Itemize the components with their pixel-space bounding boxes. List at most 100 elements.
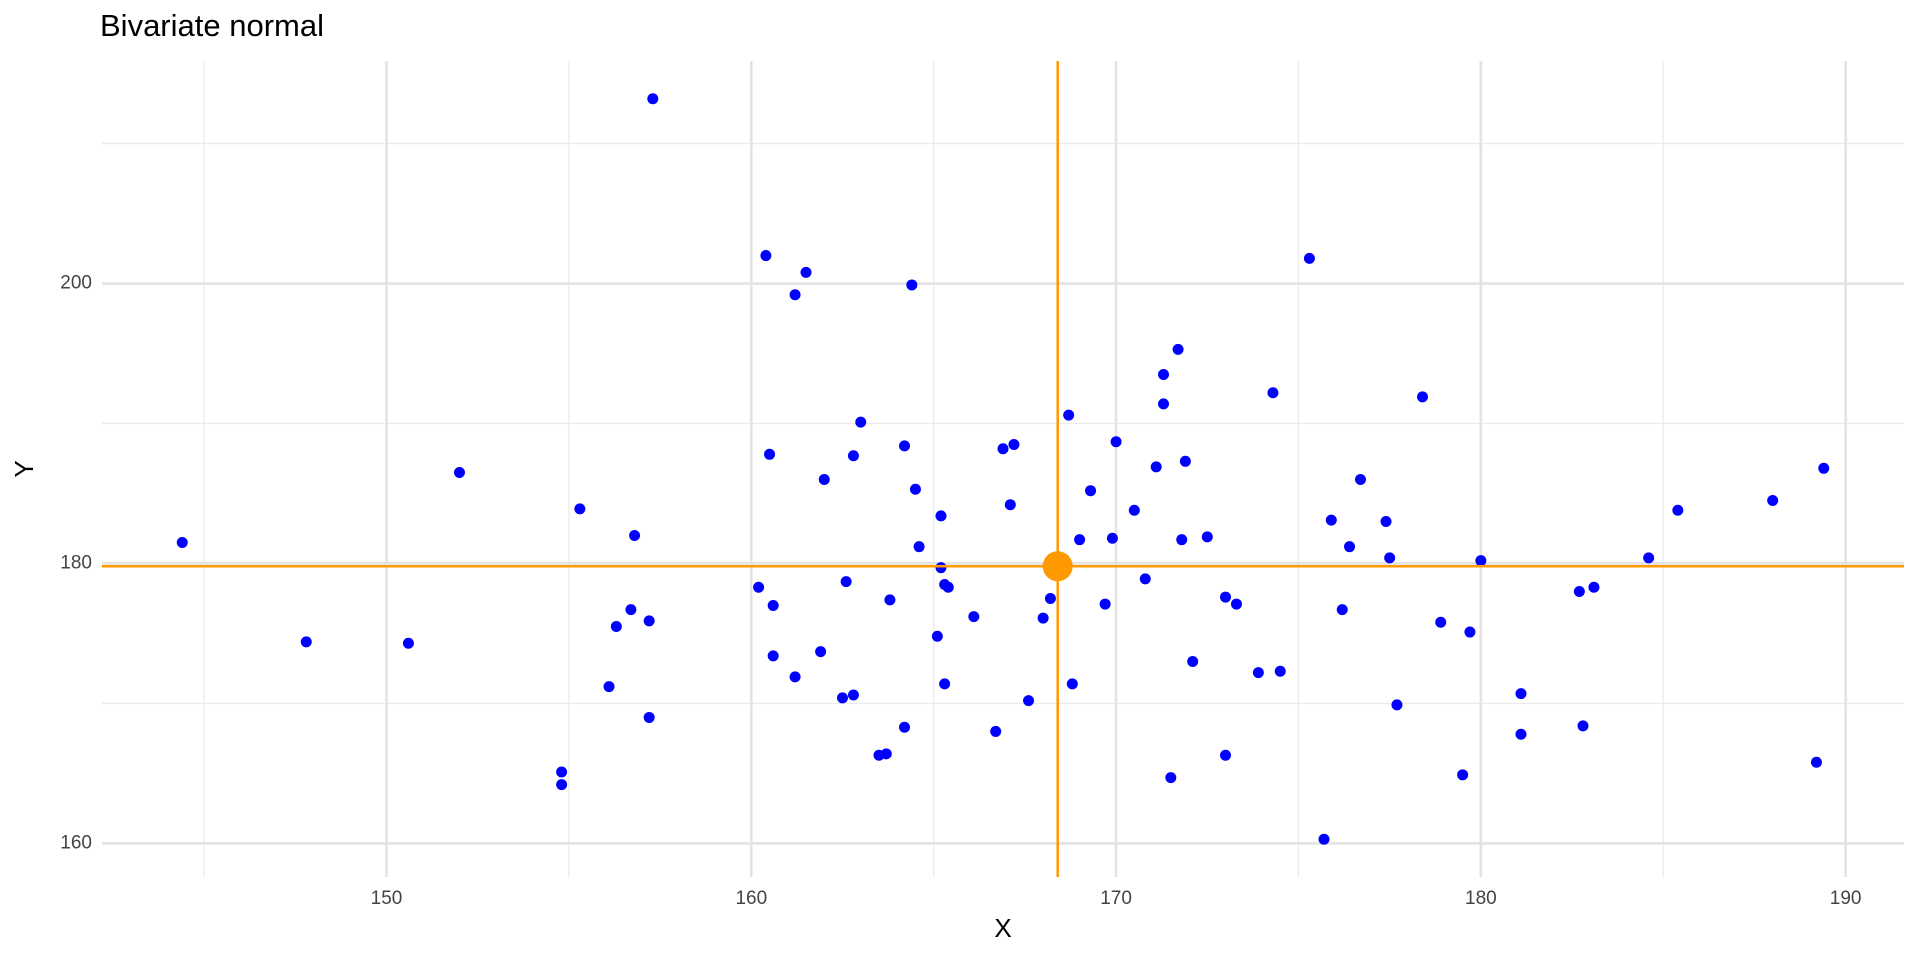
point <box>1274 665 1286 677</box>
point <box>610 620 622 632</box>
point <box>643 615 655 627</box>
point <box>997 443 1009 455</box>
point <box>1004 499 1016 511</box>
point <box>760 250 772 262</box>
point <box>767 650 779 662</box>
point <box>1515 728 1527 740</box>
x-tick-label: 170 <box>1100 888 1132 909</box>
point <box>1336 604 1348 616</box>
x-tick-label: 180 <box>1465 888 1497 909</box>
point <box>884 594 896 606</box>
point <box>1435 616 1447 628</box>
point <box>1643 552 1655 564</box>
point <box>300 636 312 648</box>
point <box>968 611 980 623</box>
point <box>1044 592 1056 604</box>
point <box>1165 772 1177 784</box>
point <box>800 266 812 278</box>
point <box>1063 409 1075 421</box>
point <box>1810 756 1822 768</box>
point <box>1391 699 1403 711</box>
point <box>1672 504 1684 516</box>
x-tick-label: 190 <box>1830 888 1862 909</box>
point <box>1767 494 1779 506</box>
point <box>556 766 568 778</box>
point <box>1515 688 1527 700</box>
point <box>939 678 951 690</box>
point <box>1220 749 1232 761</box>
point <box>603 681 615 693</box>
point <box>1158 369 1170 381</box>
point <box>1464 626 1476 638</box>
point <box>1106 532 1118 544</box>
point <box>1573 585 1585 597</box>
point <box>1179 455 1191 467</box>
point <box>880 748 892 760</box>
point <box>1037 612 1049 624</box>
mean-point <box>1042 551 1073 582</box>
point <box>643 711 655 723</box>
point <box>818 473 830 485</box>
point <box>402 637 414 649</box>
point <box>1099 598 1111 610</box>
point <box>1230 598 1242 610</box>
point <box>1066 678 1078 690</box>
point <box>767 599 779 611</box>
point <box>1252 667 1264 679</box>
point <box>1158 398 1170 410</box>
point <box>1139 573 1151 585</box>
point <box>855 416 867 428</box>
point <box>942 581 954 593</box>
point <box>931 630 943 642</box>
point <box>815 646 827 658</box>
point <box>899 440 911 452</box>
point <box>899 721 911 733</box>
chart-title: Bivariate normal <box>100 8 324 43</box>
point <box>1176 534 1188 546</box>
point <box>836 692 848 704</box>
point <box>1085 485 1097 497</box>
point <box>556 779 568 791</box>
point <box>1577 720 1589 732</box>
point <box>1201 531 1213 543</box>
point <box>906 279 918 291</box>
y-tick-label: 200 <box>60 273 92 294</box>
point <box>1187 655 1199 667</box>
point <box>1325 514 1337 526</box>
point <box>1344 541 1356 553</box>
point <box>990 725 1002 737</box>
point <box>1818 462 1830 474</box>
point <box>1457 769 1469 781</box>
point <box>753 581 765 593</box>
point <box>176 536 188 548</box>
point <box>1150 461 1162 473</box>
point <box>789 289 801 301</box>
point <box>1354 473 1366 485</box>
point <box>1416 391 1428 403</box>
point <box>625 604 637 616</box>
point <box>647 93 659 105</box>
point <box>1588 581 1600 593</box>
x-tick-label: 160 <box>735 888 767 909</box>
point <box>935 562 947 574</box>
point <box>1008 439 1020 451</box>
point <box>1023 695 1035 707</box>
point <box>629 529 641 541</box>
point <box>1172 343 1184 355</box>
point <box>847 450 859 462</box>
point <box>847 689 859 701</box>
point <box>840 576 852 588</box>
point <box>1380 515 1392 527</box>
x-tick-label: 150 <box>371 888 403 909</box>
point <box>1267 387 1279 399</box>
y-axis-label: Y <box>9 460 39 477</box>
point <box>913 541 925 553</box>
point <box>909 483 921 495</box>
point <box>935 510 947 522</box>
point <box>1074 534 1086 546</box>
point <box>1128 504 1140 516</box>
x-axis-label: X <box>994 913 1011 943</box>
y-tick-label: 160 <box>60 832 92 853</box>
point <box>1110 436 1122 448</box>
